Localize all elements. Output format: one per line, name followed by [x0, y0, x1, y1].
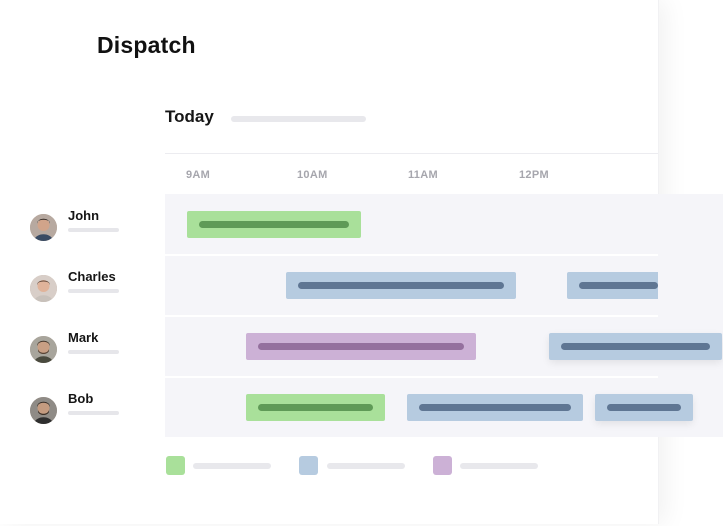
- lane-divider: [165, 254, 658, 256]
- time-label-12pm: 12PM: [519, 169, 549, 181]
- time-label-10am: 10AM: [297, 169, 328, 181]
- legend-label-placeholder: [327, 463, 405, 469]
- schedule-task-john-1[interactable]: [187, 211, 361, 238]
- task-progress-bar: [199, 221, 349, 228]
- page-title: Dispatch: [97, 32, 196, 58]
- person-role-placeholder: [68, 411, 119, 415]
- task-progress-bar: [607, 404, 681, 411]
- schedule-task-charles-2[interactable]: [567, 272, 658, 299]
- task-progress-bar: [579, 282, 658, 289]
- person-row-mark[interactable]: Mark: [30, 330, 160, 364]
- person-avatar-icon: [30, 214, 57, 241]
- person-name-john: John: [68, 208, 100, 223]
- schedule-task-mark-1[interactable]: [246, 333, 476, 360]
- legend-label-placeholder: [460, 463, 538, 469]
- lane-divider: [165, 315, 658, 317]
- person-row-charles[interactable]: Charles: [30, 269, 160, 303]
- avatar: [30, 275, 57, 302]
- task-progress-bar: [419, 404, 571, 411]
- person-avatar-icon: [30, 275, 57, 302]
- schedule-task-bob-3[interactable]: [595, 394, 693, 421]
- task-progress-bar: [258, 343, 464, 350]
- legend-swatch-blue: [299, 456, 318, 475]
- person-role-placeholder: [68, 350, 119, 354]
- person-avatar-icon: [30, 397, 57, 424]
- time-label-11am: 11AM: [408, 169, 438, 181]
- schedule-task-charles-1[interactable]: [286, 272, 516, 299]
- person-role-placeholder: [68, 228, 119, 232]
- avatar: [30, 214, 57, 241]
- today-label: Today: [165, 107, 214, 126]
- legend-swatch-purple: [433, 456, 452, 475]
- avatar: [30, 397, 57, 424]
- legend-label-placeholder: [193, 463, 271, 469]
- schedule-lanes: [165, 194, 723, 437]
- lane-divider: [165, 376, 658, 378]
- person-name-bob: Bob: [68, 391, 94, 406]
- person-row-bob[interactable]: Bob: [30, 391, 160, 425]
- task-progress-bar: [298, 282, 504, 289]
- today-date-placeholder: [231, 116, 366, 122]
- schedule-task-mark-2[interactable]: [549, 333, 722, 360]
- person-role-placeholder: [68, 289, 119, 293]
- task-progress-bar: [258, 404, 373, 411]
- legend-swatch-green: [166, 456, 185, 475]
- schedule-task-bob-2[interactable]: [407, 394, 583, 421]
- person-row-john[interactable]: John: [30, 208, 160, 242]
- task-progress-bar: [561, 343, 710, 350]
- schedule-task-bob-1[interactable]: [246, 394, 385, 421]
- person-name-mark: Mark: [68, 330, 99, 345]
- person-avatar-icon: [30, 336, 57, 363]
- time-header: 9AM 10AM 11AM 12PM: [165, 153, 658, 195]
- person-name-charles: Charles: [68, 269, 116, 284]
- avatar: [30, 336, 57, 363]
- time-label-9am: 9AM: [186, 169, 211, 181]
